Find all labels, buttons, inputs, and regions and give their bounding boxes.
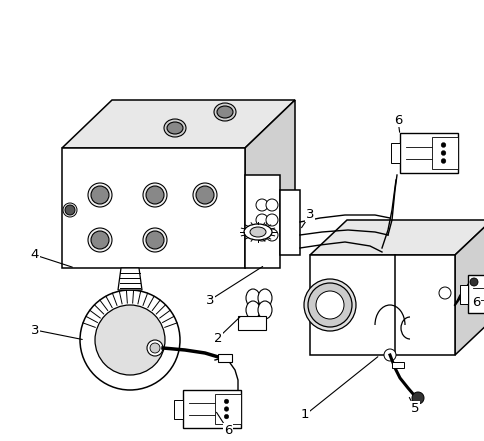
Ellipse shape	[243, 224, 272, 240]
Circle shape	[80, 290, 180, 390]
Circle shape	[256, 214, 268, 226]
Polygon shape	[62, 148, 244, 268]
Circle shape	[265, 199, 277, 211]
Circle shape	[440, 142, 445, 147]
Polygon shape	[391, 362, 403, 368]
Polygon shape	[431, 137, 457, 169]
Text: 3: 3	[205, 294, 214, 306]
Circle shape	[63, 203, 77, 217]
Circle shape	[147, 340, 163, 356]
Ellipse shape	[213, 103, 236, 121]
Circle shape	[146, 186, 164, 204]
Circle shape	[65, 205, 75, 215]
Ellipse shape	[249, 227, 265, 237]
Circle shape	[88, 183, 112, 207]
Text: 1: 1	[300, 408, 309, 422]
Circle shape	[265, 214, 277, 226]
Text: 6: 6	[223, 423, 232, 437]
Polygon shape	[399, 133, 457, 173]
Circle shape	[150, 343, 160, 353]
Polygon shape	[309, 255, 454, 355]
Polygon shape	[309, 220, 484, 255]
Text: 5: 5	[410, 401, 418, 415]
Circle shape	[383, 349, 395, 361]
Circle shape	[469, 278, 477, 286]
Polygon shape	[182, 390, 241, 428]
Circle shape	[143, 228, 166, 252]
Circle shape	[440, 150, 445, 155]
Polygon shape	[459, 284, 467, 303]
Text: 4: 4	[31, 248, 39, 262]
Circle shape	[91, 186, 109, 204]
Text: 3: 3	[305, 209, 314, 221]
Ellipse shape	[245, 289, 259, 307]
Text: 6: 6	[471, 296, 479, 310]
Circle shape	[256, 229, 268, 241]
Circle shape	[143, 183, 166, 207]
Circle shape	[440, 159, 445, 164]
Polygon shape	[214, 394, 241, 424]
Circle shape	[146, 231, 164, 249]
Circle shape	[411, 392, 423, 404]
Circle shape	[256, 199, 268, 211]
Circle shape	[316, 291, 343, 319]
Polygon shape	[217, 354, 231, 362]
Text: 3: 3	[30, 324, 39, 336]
Text: 2: 2	[213, 332, 222, 344]
Polygon shape	[467, 275, 484, 313]
Circle shape	[88, 228, 112, 252]
Polygon shape	[174, 400, 182, 419]
Circle shape	[193, 183, 216, 207]
Circle shape	[438, 287, 450, 299]
Circle shape	[95, 305, 165, 375]
Polygon shape	[118, 268, 142, 290]
Text: 6: 6	[393, 113, 401, 127]
Ellipse shape	[164, 119, 186, 137]
Polygon shape	[244, 100, 294, 268]
Ellipse shape	[245, 301, 259, 319]
Circle shape	[224, 399, 228, 404]
Polygon shape	[391, 143, 399, 163]
Circle shape	[91, 231, 109, 249]
Circle shape	[303, 279, 355, 331]
Ellipse shape	[216, 106, 232, 118]
Circle shape	[224, 415, 228, 419]
Ellipse shape	[166, 122, 182, 134]
Circle shape	[265, 229, 277, 241]
Polygon shape	[244, 175, 279, 268]
Polygon shape	[62, 100, 294, 148]
Circle shape	[196, 186, 213, 204]
Polygon shape	[238, 316, 265, 330]
Ellipse shape	[257, 289, 272, 307]
Circle shape	[224, 407, 228, 411]
Ellipse shape	[257, 301, 272, 319]
Polygon shape	[454, 220, 484, 355]
Polygon shape	[279, 190, 300, 255]
Circle shape	[307, 283, 351, 327]
